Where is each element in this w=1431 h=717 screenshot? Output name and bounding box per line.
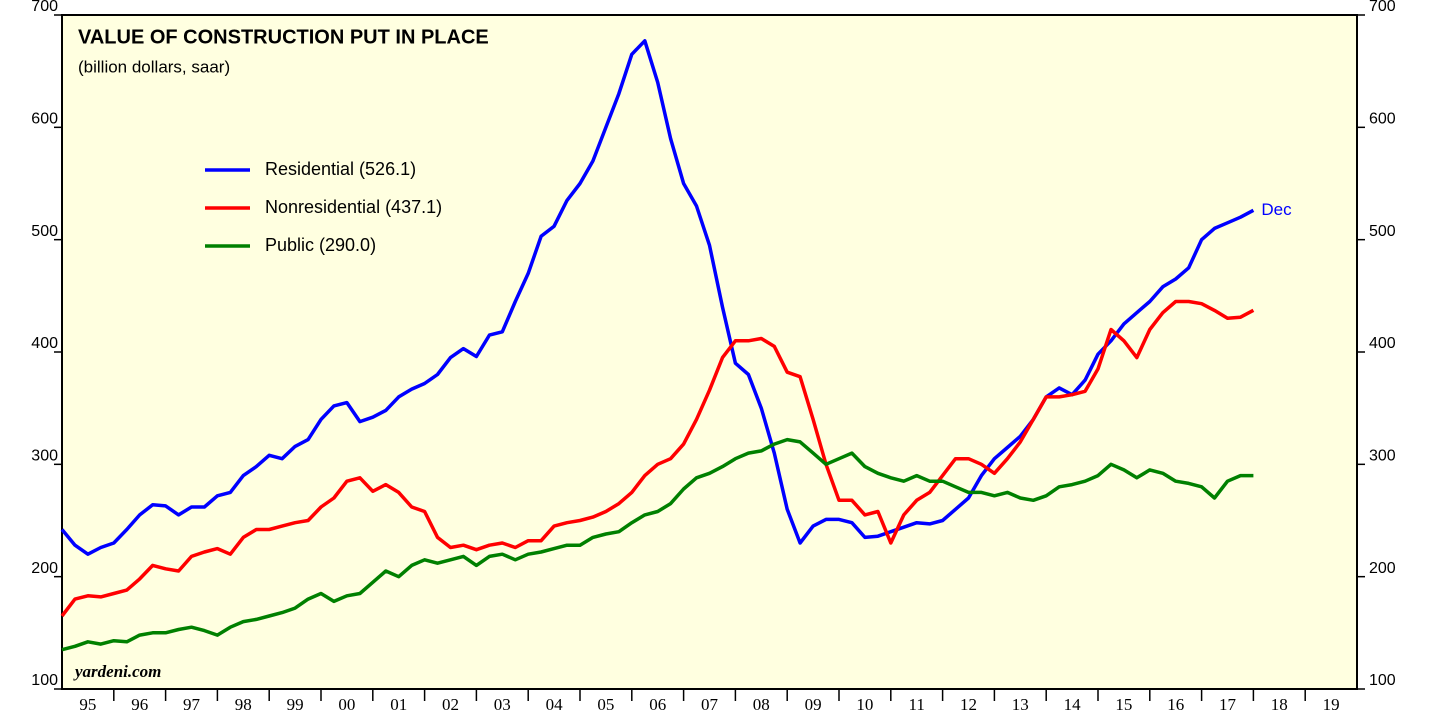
- source: yardeni.com: [73, 662, 161, 681]
- x-tick-label: 14: [1064, 695, 1082, 714]
- chart-subtitle: (billion dollars, saar): [78, 57, 230, 76]
- x-tick-label: 16: [1167, 695, 1184, 714]
- x-tick-label: 19: [1323, 695, 1340, 714]
- y2-tick-label: 400: [1369, 335, 1396, 352]
- y2-tick-label: 700: [1369, 0, 1396, 15]
- x-tick-label: 12: [960, 695, 977, 714]
- x-tick-label: 99: [287, 695, 304, 714]
- x-tick-label: 13: [1012, 695, 1029, 714]
- annotation: Dec: [1261, 200, 1292, 219]
- y-tick-label: 400: [31, 335, 58, 352]
- x-tick-label: 98: [235, 695, 252, 714]
- x-tick-label: 18: [1271, 695, 1288, 714]
- y-tick-label: 600: [31, 111, 58, 128]
- y-tick-label: 100: [31, 672, 58, 689]
- plot-area: [61, 14, 1358, 690]
- x-tick-label: 00: [338, 695, 355, 714]
- x-tick-label: 09: [805, 695, 822, 714]
- y-tick-label: 200: [31, 560, 58, 577]
- series-line: [60, 299, 1255, 618]
- x-tick-label: 01: [390, 695, 407, 714]
- legend-label: Nonresidential (437.1): [265, 197, 442, 217]
- x-tick-label: 11: [909, 695, 925, 714]
- y-tick-label: 300: [31, 448, 58, 465]
- y2-tick-label: 300: [1369, 448, 1396, 465]
- x-tick-label: 15: [1115, 695, 1132, 714]
- x-tick-label: 05: [597, 695, 614, 714]
- x-tick-label: 03: [494, 695, 511, 714]
- y2-tick-label: 500: [1369, 223, 1396, 240]
- x-tick-label: 95: [79, 695, 96, 714]
- x-tick-label: 10: [856, 695, 873, 714]
- x-tick-label: 07: [701, 695, 719, 714]
- series-line: [60, 39, 1255, 556]
- x-tick-label: 02: [442, 695, 459, 714]
- x-tick-label: 96: [131, 695, 148, 714]
- y2-tick-label: 100: [1369, 672, 1396, 689]
- series-line: [61, 437, 1254, 652]
- x-tick-label: 04: [546, 695, 564, 714]
- y-tick-label: 500: [31, 223, 58, 240]
- legend-label: Residential (526.1): [265, 159, 416, 179]
- y-tick-label: 700: [31, 0, 58, 15]
- x-tick-label: 08: [753, 695, 770, 714]
- legend-label: Public (290.0): [265, 235, 376, 255]
- x-tick-label: 97: [183, 695, 201, 714]
- y2-tick-label: 200: [1369, 560, 1396, 577]
- x-tick-label: 06: [649, 695, 666, 714]
- y2-tick-label: 600: [1369, 111, 1396, 128]
- x-tick-label: 17: [1219, 695, 1237, 714]
- chart-title: VALUE OF CONSTRUCTION PUT IN PLACE: [78, 26, 489, 48]
